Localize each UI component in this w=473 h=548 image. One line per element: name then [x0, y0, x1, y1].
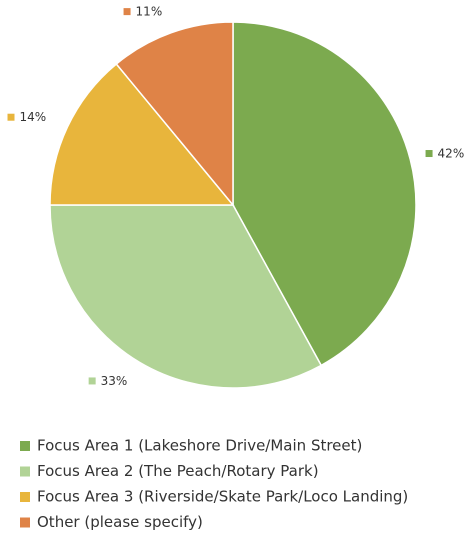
label-marker — [88, 377, 96, 385]
label-marker — [123, 8, 131, 16]
legend-marker — [20, 441, 30, 451]
pie-slice — [49, 62, 235, 206]
legend-label: Focus Area 2 (The Peach/Rotary Park) — [37, 462, 319, 480]
legend-label: Focus Area 1 (Lakeshore Drive/Main Stree… — [37, 437, 362, 455]
value-label: 42% — [438, 147, 465, 161]
value-label: 14% — [20, 110, 47, 124]
legend-marker — [20, 492, 30, 502]
value-label: 11% — [136, 5, 163, 19]
pie-slice — [232, 21, 417, 367]
legend-label: Other (please specify) — [37, 513, 203, 531]
legend-marker — [20, 517, 30, 528]
pie-slice — [49, 204, 323, 389]
legend-label: Focus Area 3 (Riverside/Skate Park/Loco … — [37, 488, 408, 506]
value-label: 33% — [101, 374, 128, 388]
pie-slice — [115, 21, 234, 208]
legend-marker — [20, 466, 30, 477]
label-marker — [425, 150, 433, 158]
label-marker — [7, 113, 15, 121]
